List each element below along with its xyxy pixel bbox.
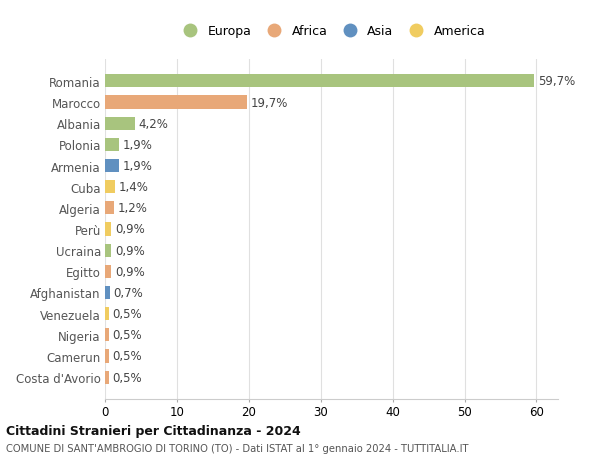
Text: Cittadini Stranieri per Cittadinanza - 2024: Cittadini Stranieri per Cittadinanza - 2… bbox=[6, 424, 301, 437]
Bar bbox=[105, 118, 135, 130]
Bar bbox=[105, 75, 534, 88]
Text: 1,9%: 1,9% bbox=[122, 139, 152, 151]
Bar bbox=[105, 308, 109, 320]
Bar bbox=[105, 202, 113, 215]
Bar bbox=[105, 139, 119, 151]
Bar bbox=[105, 286, 110, 299]
Bar bbox=[105, 244, 112, 257]
Bar bbox=[105, 160, 119, 173]
Text: 59,7%: 59,7% bbox=[538, 75, 575, 88]
Text: 1,2%: 1,2% bbox=[117, 202, 147, 215]
Text: 0,5%: 0,5% bbox=[112, 308, 142, 320]
Text: 0,9%: 0,9% bbox=[115, 244, 145, 257]
Legend: Europa, Africa, Asia, America: Europa, Africa, Asia, America bbox=[178, 25, 485, 38]
Text: 0,5%: 0,5% bbox=[112, 371, 142, 384]
Text: 0,7%: 0,7% bbox=[113, 286, 143, 299]
Text: COMUNE DI SANT'AMBROGIO DI TORINO (TO) - Dati ISTAT al 1° gennaio 2024 - TUTTITA: COMUNE DI SANT'AMBROGIO DI TORINO (TO) -… bbox=[6, 443, 469, 453]
Text: 1,4%: 1,4% bbox=[119, 181, 149, 194]
Text: 4,2%: 4,2% bbox=[139, 118, 169, 130]
Bar bbox=[105, 371, 109, 384]
Bar bbox=[105, 223, 112, 236]
Text: 0,5%: 0,5% bbox=[112, 329, 142, 341]
Bar bbox=[105, 96, 247, 109]
Text: 0,9%: 0,9% bbox=[115, 265, 145, 278]
Bar bbox=[105, 350, 109, 363]
Bar bbox=[105, 181, 115, 194]
Text: 1,9%: 1,9% bbox=[122, 160, 152, 173]
Bar bbox=[105, 329, 109, 341]
Text: 19,7%: 19,7% bbox=[250, 96, 287, 109]
Bar bbox=[105, 265, 112, 278]
Text: 0,9%: 0,9% bbox=[115, 223, 145, 236]
Text: 0,5%: 0,5% bbox=[112, 350, 142, 363]
